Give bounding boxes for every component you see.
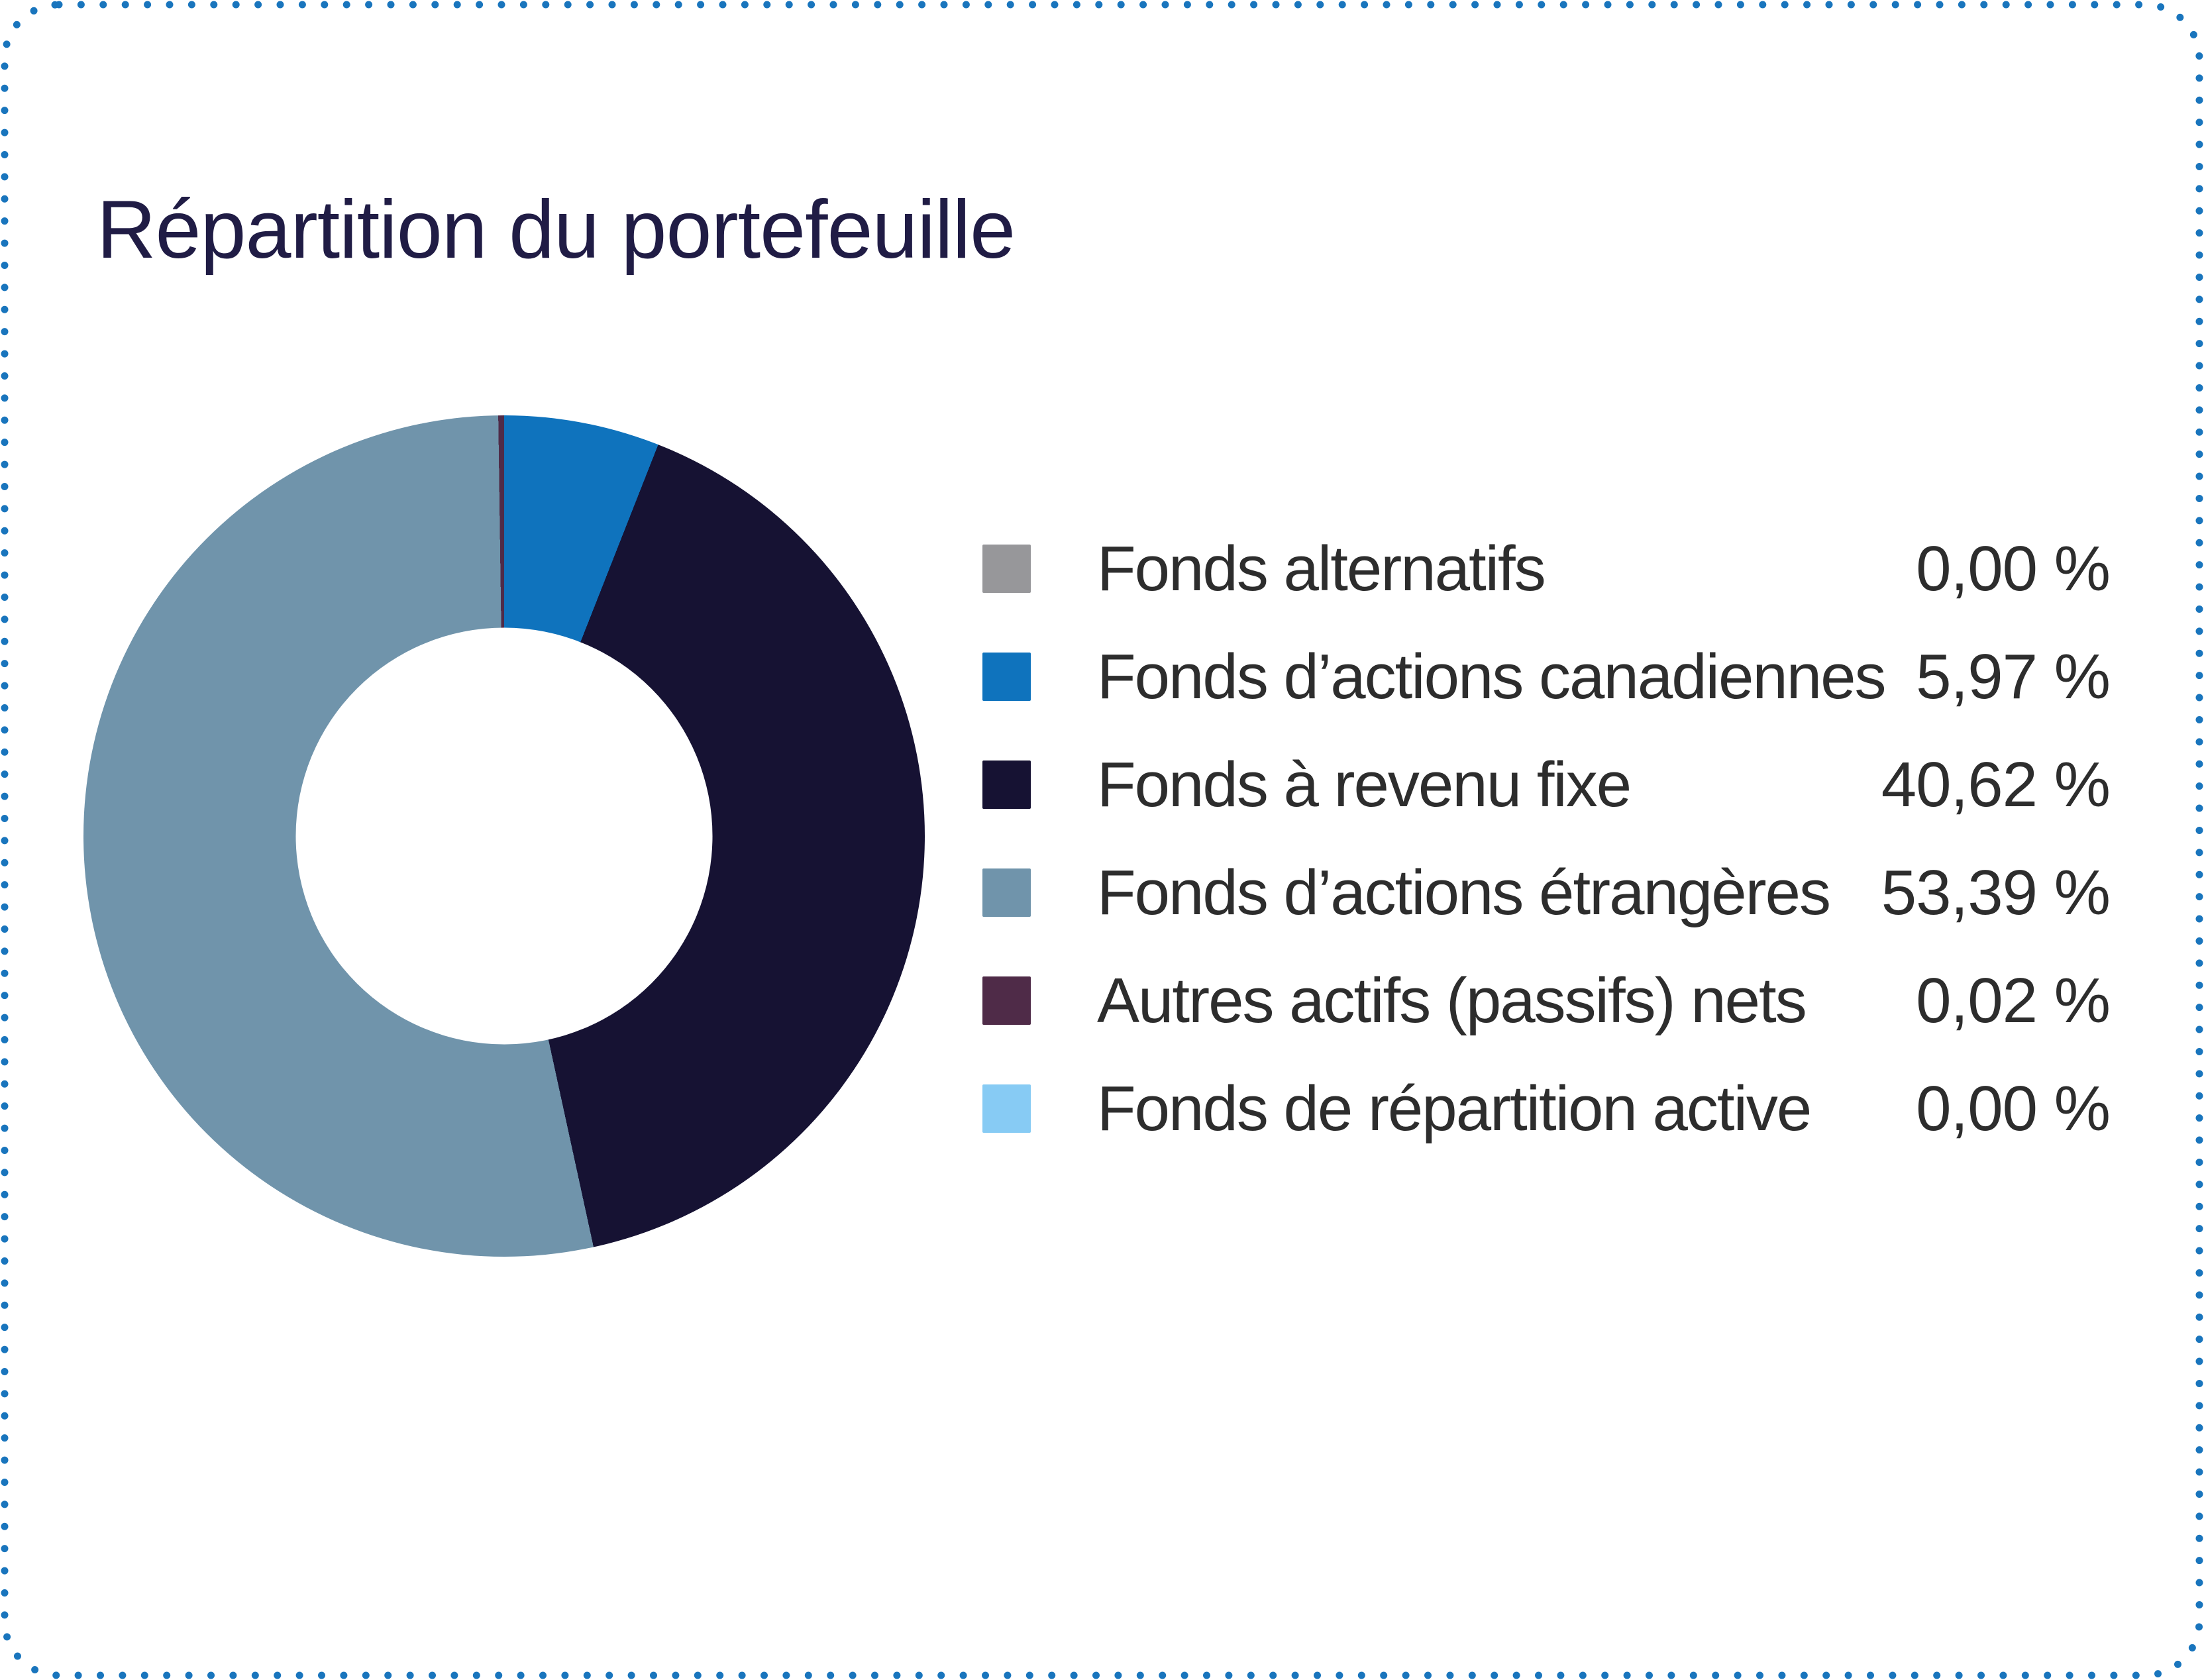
legend-row: Fonds d’actions étrangères 53,39 % [982,839,2111,947]
legend-row: Fonds d’actions canadiennes 5,97 % [982,623,2111,731]
legend-row: Autres actifs (passifs) nets 0,02 % [982,947,2111,1055]
legend-swatch [982,653,1031,701]
legend-swatch [982,545,1031,593]
legend-value: 53,39 % [1881,857,2111,928]
page-title: Répartition du portefeuille [97,184,1016,276]
donut-hole [295,627,713,1045]
legend-swatch [982,761,1031,809]
legend-swatch [982,1084,1031,1133]
legend-value: 0,02 % [1916,965,2111,1036]
legend-value: 5,97 % [1916,641,2111,712]
legend-label: Fonds alternatifs [1097,533,1546,604]
legend: Fonds alternatifs 0,00 % Fonds d’actions… [982,515,2111,1163]
legend-row: Fonds alternatifs 0,00 % [982,515,2111,623]
legend-row: Fonds de répartition active 0,00 % [982,1055,2111,1163]
legend-row: Fonds à revenu fixe 40,62 % [982,731,2111,839]
legend-label: Fonds d’actions canadiennes [1097,641,1886,712]
legend-label: Fonds à revenu fixe [1097,749,1632,820]
legend-swatch [982,976,1031,1025]
legend-value: 0,00 % [1916,533,2111,604]
legend-value: 0,00 % [1916,1073,2111,1144]
legend-label: Autres actifs (passifs) nets [1097,965,1807,1036]
legend-value: 40,62 % [1881,749,2111,820]
legend-label: Fonds d’actions étrangères [1097,857,1831,928]
legend-label: Fonds de répartition active [1097,1073,1812,1144]
donut-chart [83,415,925,1257]
legend-swatch [982,868,1031,917]
